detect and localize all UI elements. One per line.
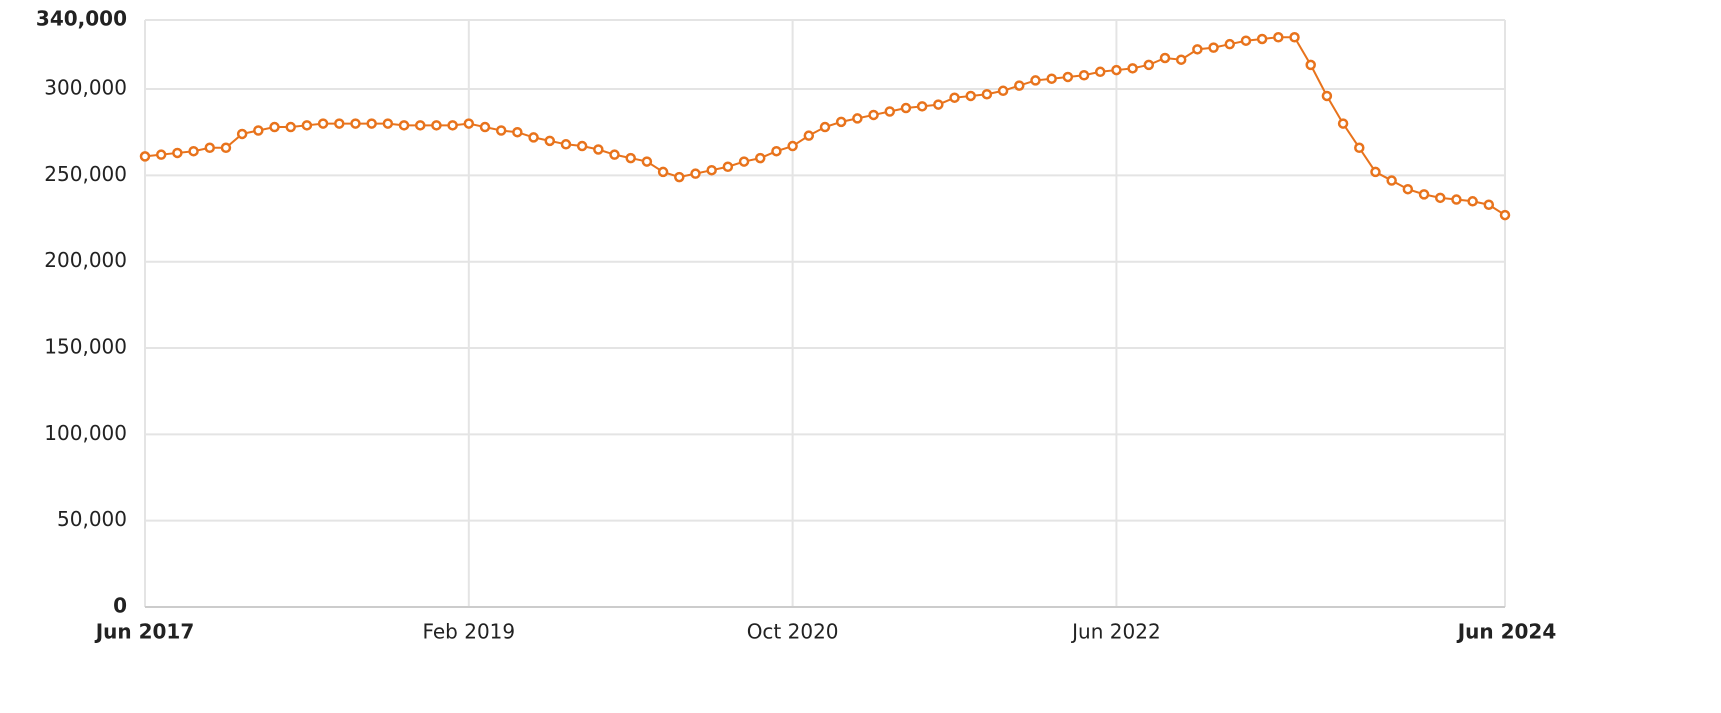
data-point [609, 149, 620, 160]
data-point [819, 121, 831, 133]
y-tick-label: 150,000 [44, 335, 127, 359]
data-point [835, 116, 847, 128]
data-point [463, 118, 475, 129]
data-point [1354, 142, 1365, 154]
y-tick-label: 300,000 [44, 76, 127, 100]
data-point [334, 118, 345, 129]
x-tick-label: Jun 2022 [1070, 620, 1161, 644]
data-point [852, 113, 863, 124]
y-tick-label: 0 [113, 594, 127, 618]
data-point [900, 102, 912, 114]
data-point [1208, 42, 1219, 53]
y-tick-label: 100,000 [44, 421, 127, 445]
data-point [657, 166, 669, 178]
y-tick-label: 250,000 [44, 162, 127, 186]
data-point [1046, 73, 1057, 84]
data-point [868, 109, 879, 121]
data-point [706, 164, 717, 176]
data-point [382, 118, 394, 129]
data-point [771, 145, 782, 157]
data-point [981, 88, 993, 100]
x-tick-label: Oct 2020 [747, 620, 839, 644]
y-tick-label: 340,000 [36, 7, 127, 31]
data-point [1451, 194, 1462, 205]
data-point [1273, 32, 1284, 43]
data-point [1127, 63, 1138, 74]
data-point [155, 149, 167, 160]
data-point [285, 121, 296, 133]
data-point [1143, 59, 1155, 71]
data-point [933, 99, 944, 110]
data-point [1030, 75, 1041, 86]
data-point [431, 120, 442, 131]
x-tick-label: Feb 2019 [422, 620, 515, 644]
data-point [447, 120, 458, 131]
data-point [301, 120, 313, 131]
data-point [253, 125, 264, 136]
data-point [1434, 192, 1446, 204]
data-point [1305, 59, 1316, 71]
data-point [1014, 80, 1025, 91]
data-point [965, 90, 976, 102]
data-point [641, 156, 653, 167]
data-point [1467, 196, 1478, 207]
data-point [204, 142, 216, 154]
data-point [366, 118, 377, 129]
data-point [512, 126, 523, 138]
data-point [1386, 175, 1397, 186]
data-point [593, 144, 604, 155]
data-point [479, 121, 491, 133]
data-point [1370, 166, 1381, 178]
y-tick-label: 50,000 [57, 507, 127, 531]
data-point [576, 140, 588, 152]
data-point [269, 121, 280, 133]
data-point [1078, 69, 1090, 81]
data-point [625, 152, 636, 164]
data-point [1192, 44, 1203, 55]
data-point [1402, 183, 1414, 195]
data-point [1240, 35, 1252, 46]
y-tick-label: 200,000 [44, 248, 127, 272]
data-point [560, 139, 572, 150]
data-point [1321, 90, 1333, 102]
data-point [1062, 71, 1074, 83]
data-point [544, 135, 556, 147]
data-point [414, 120, 426, 131]
data-point [1159, 52, 1171, 64]
x-tick-label: Jun 2024 [1456, 620, 1557, 644]
data-point [916, 101, 928, 112]
data-point [1337, 118, 1349, 129]
data-point [738, 156, 750, 167]
data-point [1175, 54, 1187, 65]
data-point [495, 125, 507, 136]
data-point [1111, 64, 1122, 76]
data-point [674, 171, 685, 183]
data-point [803, 130, 815, 141]
data-point [1256, 33, 1268, 45]
data-point [1224, 38, 1236, 50]
data-point [787, 140, 798, 152]
data-point [754, 152, 766, 164]
data-point [1418, 189, 1430, 200]
data-point [1499, 209, 1511, 221]
data-point [690, 168, 701, 179]
x-tick-label: Jun 2017 [94, 620, 195, 644]
data-point [722, 161, 734, 172]
data-point [528, 132, 539, 143]
data-point [220, 142, 232, 154]
data-point [997, 85, 1009, 97]
data-point [350, 118, 361, 129]
data-point [884, 106, 896, 117]
data-point [188, 145, 199, 157]
data-point [949, 92, 960, 103]
data-point [236, 128, 248, 140]
data-point [398, 120, 410, 131]
data-point [317, 118, 329, 129]
data-point [139, 151, 151, 162]
data-point [172, 147, 183, 159]
data-point [1289, 32, 1300, 43]
data-point [1483, 199, 1495, 210]
data-point [1094, 66, 1106, 78]
